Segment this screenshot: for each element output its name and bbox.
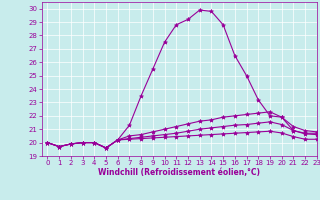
X-axis label: Windchill (Refroidissement éolien,°C): Windchill (Refroidissement éolien,°C) [98, 168, 260, 177]
